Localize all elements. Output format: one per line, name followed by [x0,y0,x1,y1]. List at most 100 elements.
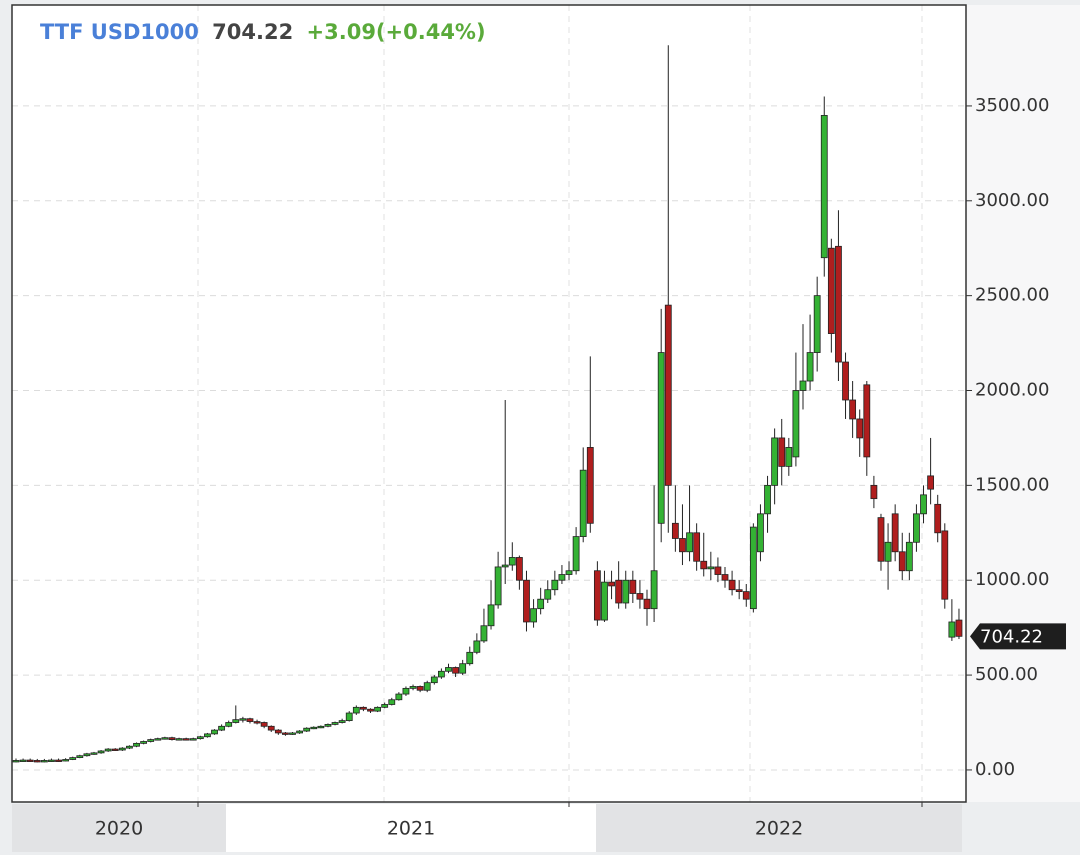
candle-body [416,686,424,691]
candle-body [643,598,651,610]
candle-body [664,304,672,486]
candle-body [388,699,396,705]
candle-body [757,513,764,553]
candle-body [246,718,254,722]
x-tick-label: 2021 [387,818,435,840]
candle-body [508,557,516,566]
symbol: TTF USD1000 [40,20,199,44]
y-tick-label: 2000.00 [975,380,1049,401]
y-tick-label: 500.00 [975,664,1038,685]
candle-body [941,530,949,600]
candle-body [842,361,849,401]
candle-body [62,759,70,762]
plot-border [11,4,967,803]
plot-area [12,5,966,802]
candle-body [352,706,360,714]
candle-body [622,579,630,604]
candle-body [544,589,552,600]
candle-body [76,755,84,759]
year-band [12,804,226,852]
candle-body [303,727,311,732]
candle-body [26,759,34,762]
candle-body [466,651,474,665]
candle-body [274,729,282,734]
candle-body [324,724,332,727]
candle-body [714,566,722,575]
y-tick-label: 2500.00 [975,285,1049,306]
candle-body [430,676,438,684]
candle-body [90,752,98,755]
candle-body [551,579,559,591]
price-tag [970,623,1066,650]
candle-body [523,579,530,623]
header: TTF USD1000 704.22 +3.09(+0.44%) [40,20,486,44]
candle-body [33,760,41,763]
candle-body [97,750,105,754]
candle-body [530,608,537,623]
candle-body [473,640,481,653]
candle-body [849,399,857,420]
candle-body [480,625,488,642]
y-axis: 0.00 500.00 1000.00 1500.00 2000.00 2500.00 30… [95,95,1066,840]
candle-body [820,115,828,259]
year-band [226,804,596,852]
candle-body [40,760,48,763]
candle-body [189,738,197,741]
candle-body [253,721,261,724]
candle-body [12,760,20,763]
candle-body [877,517,885,562]
candle-body [898,551,906,572]
candle-body [657,352,665,524]
candle-body [133,742,140,747]
candle-body [360,706,367,710]
candle-body [913,513,920,543]
candle-body [785,447,793,467]
candle-body [679,538,686,553]
candle-body [721,574,729,581]
candle-body [728,579,736,591]
candle-body [409,686,417,689]
candle-body [579,469,587,537]
candle-body [863,384,871,458]
candle-body [225,722,233,727]
candle-body [345,712,353,722]
candle-body [601,581,608,621]
candle-body [381,704,389,708]
candle-body [317,725,325,729]
candle-body [423,682,431,691]
candle-body [211,729,218,735]
candle-body [395,693,403,701]
candle-body [515,557,523,581]
candle-body [806,352,814,382]
candle-body [558,574,566,581]
candle-body [693,532,701,562]
candle-body [104,748,112,752]
candle-body [289,732,296,735]
candle-body [891,513,899,553]
candle-body [799,380,807,391]
candle-body [856,418,864,439]
candle-body [232,719,240,723]
change: +3.09(+0.44%) [307,20,486,44]
candle-body [934,503,942,534]
candle-body [111,748,119,751]
candle-body [140,741,148,744]
candle-body [764,484,771,515]
candle-body [749,526,757,610]
candle-body [501,564,509,568]
candle-body [565,570,573,575]
y-tick-label: 1500.00 [975,474,1049,495]
candle-body [452,667,459,674]
candle-body [154,738,162,741]
candle-body [927,475,935,490]
candle-body [296,730,304,734]
candle-body [920,494,927,515]
price-tag-label: 704.22 [980,626,1043,647]
candle-body [445,667,452,672]
candle-body [19,759,27,762]
candle-body [282,732,289,735]
candle-body [608,581,615,587]
candle-body [48,759,55,762]
candle-body [55,759,62,762]
